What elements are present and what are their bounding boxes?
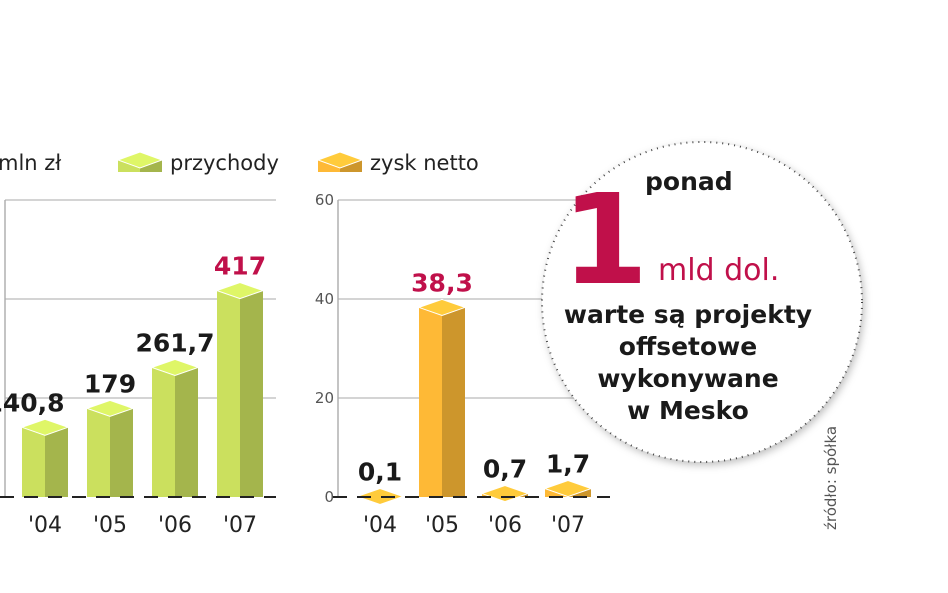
- source-label: źródło: spółka: [822, 426, 840, 530]
- bar: [217, 290, 240, 497]
- data-label: 0,7: [483, 455, 527, 484]
- bar-side: [442, 307, 465, 497]
- bar: [152, 367, 175, 497]
- bar-top: [543, 480, 593, 498]
- legend-swatch-top: [316, 151, 364, 169]
- callout-unit: mld dol.: [658, 253, 779, 288]
- data-label: 0,1: [358, 458, 402, 487]
- y-tick-label: 60: [315, 191, 334, 209]
- x-tick-label: '07: [223, 513, 257, 538]
- x-tick-label: '04: [28, 513, 62, 538]
- x-tick-label: '05: [93, 513, 127, 538]
- bar: [419, 307, 442, 497]
- callout-text: offsetowe: [619, 332, 757, 361]
- data-label: 261,7: [135, 328, 214, 357]
- x-tick-label: '04: [363, 513, 397, 538]
- bar-top: [355, 487, 405, 506]
- callout-text: warte są projekty: [564, 300, 812, 329]
- bar-top: [215, 282, 265, 300]
- data-label: 38,3: [411, 268, 473, 297]
- y-tick-label: 20: [315, 389, 334, 407]
- bar-top: [417, 298, 467, 316]
- legend-swatch-top: [116, 151, 164, 169]
- bar-side: [175, 367, 198, 497]
- bar: [87, 408, 110, 497]
- x-tick-label: '06: [488, 513, 522, 538]
- callout-above: ponad: [645, 167, 733, 196]
- bar-top: [150, 358, 200, 376]
- legend-label: przychody: [170, 151, 279, 175]
- data-label: 417: [214, 252, 266, 281]
- bar-side: [45, 427, 68, 497]
- x-tick-label: '05: [425, 513, 459, 538]
- callout-circle: [541, 141, 863, 463]
- data-label: 140,8: [0, 388, 65, 417]
- data-label: 1,7: [546, 450, 590, 479]
- bar-top: [85, 399, 135, 417]
- bar-top: [20, 418, 70, 436]
- bar-side: [110, 408, 133, 497]
- x-tick-label: '07: [551, 513, 585, 538]
- x-tick-label: '06: [158, 513, 192, 538]
- unit-label: mln zł: [0, 151, 61, 175]
- y-tick-label: 0: [324, 488, 334, 506]
- data-label: 179: [84, 369, 136, 398]
- callout-number: 1: [562, 168, 649, 313]
- callout-text: w Mesko: [627, 396, 749, 425]
- bar-top: [480, 485, 530, 503]
- callout-text: wykonywane: [597, 364, 778, 393]
- bar: [22, 427, 45, 497]
- legend-label: zysk netto: [370, 151, 479, 175]
- y-tick-label: 40: [315, 290, 334, 308]
- bar-side: [240, 290, 263, 497]
